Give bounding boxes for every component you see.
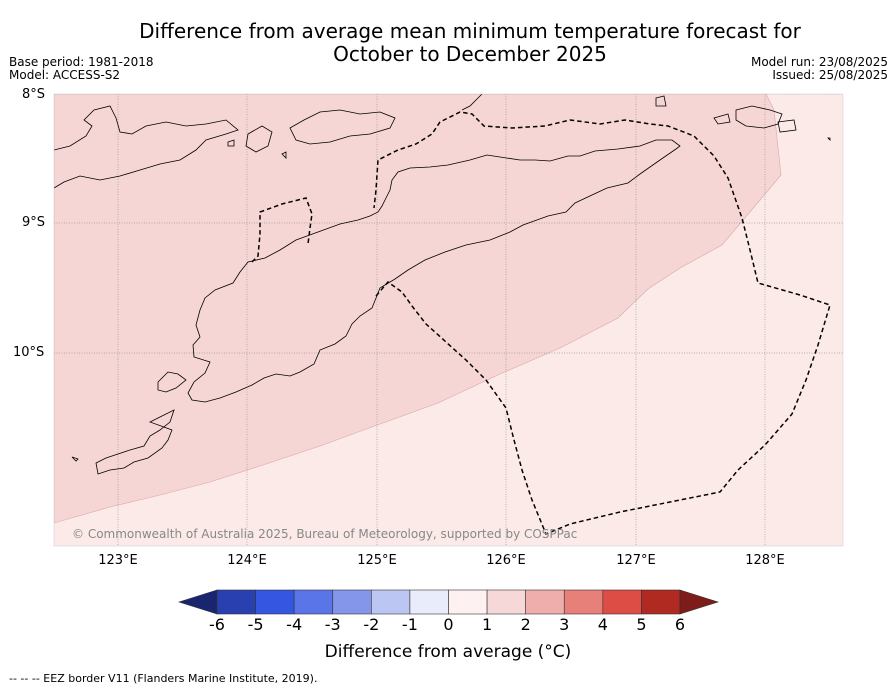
colorbar-tick-label: 3 bbox=[559, 615, 570, 634]
colorbar-tick-label: -4 bbox=[286, 615, 303, 634]
lat-label-8s: 8°S bbox=[22, 87, 46, 102]
colorbar-tick-label: -2 bbox=[363, 615, 380, 634]
colorbar-tick-label: 4 bbox=[597, 615, 608, 634]
colorbar-tick-label: -1 bbox=[401, 615, 418, 634]
map-frame bbox=[53, 93, 844, 547]
title-line-1: Difference from average mean minimum tem… bbox=[139, 19, 801, 43]
lat-label-9s: 9°S bbox=[22, 215, 46, 230]
model-name: Model: ACCESS-S2 bbox=[9, 68, 121, 82]
colorbar-arrow-low bbox=[178, 589, 218, 615]
coastlines bbox=[54, 94, 831, 475]
metadata-right: Model run: 23/08/2025 Issued: 25/08/2025 bbox=[751, 56, 888, 82]
colorbar-segment bbox=[641, 589, 681, 615]
wetar-island bbox=[461, 94, 483, 111]
islet-2 bbox=[281, 151, 287, 159]
colorbar-segment bbox=[332, 589, 372, 615]
eez-border-oecusse bbox=[251, 197, 313, 263]
colorbar-segment bbox=[293, 589, 334, 615]
issued-date: Issued: 25/08/2025 bbox=[772, 68, 888, 82]
colorbar-segment bbox=[371, 589, 411, 615]
timor-coastline bbox=[187, 139, 681, 403]
colorbar-segment bbox=[216, 589, 256, 615]
colorbar-tick-label: 1 bbox=[481, 615, 493, 634]
title-line-2: October to December 2025 bbox=[333, 42, 607, 66]
colorbar-segment bbox=[602, 589, 642, 615]
colorbar-segment bbox=[525, 589, 565, 615]
pantar-island bbox=[245, 125, 273, 153]
colorbar-label: Difference from average (°C) bbox=[324, 642, 572, 662]
roti-islet bbox=[71, 456, 79, 462]
lon-label-123e: 123°E bbox=[98, 553, 138, 568]
lon-label-128e: 128°E bbox=[745, 553, 785, 568]
colorbar-tick-label: -3 bbox=[324, 615, 341, 634]
eez-borders bbox=[251, 111, 831, 535]
lon-label-124e: 124°E bbox=[227, 553, 267, 568]
semau-island bbox=[157, 371, 187, 393]
islet-4 bbox=[713, 113, 731, 125]
colorbar bbox=[178, 589, 719, 615]
colorbar-tick-label: 0 bbox=[443, 615, 454, 634]
colorbar-tick-label: -5 bbox=[247, 615, 264, 634]
colorbar-segment bbox=[486, 589, 526, 615]
lon-label-127e: 127°E bbox=[616, 553, 656, 568]
colorbar-segment bbox=[409, 589, 449, 615]
base-period: Base period: 1981-2018 bbox=[9, 55, 154, 69]
colorbar-segment bbox=[563, 589, 604, 615]
metadata-left: Base period: 1981-2018 Model: ACCESS-S2 bbox=[9, 56, 154, 82]
lon-label-126e: 126°E bbox=[486, 553, 526, 568]
eez-footnote: -- -- -- EEZ border V11 (Flanders Marine… bbox=[9, 672, 318, 685]
lat-label-10s: 10°S bbox=[13, 345, 45, 360]
islet-1 bbox=[227, 139, 235, 147]
eez-border-east-timor bbox=[373, 111, 831, 535]
islet-6 bbox=[827, 137, 831, 141]
colorbar-segment bbox=[255, 589, 295, 615]
colorbar-tick-label: 2 bbox=[520, 615, 531, 634]
lon-label-125e: 125°E bbox=[357, 553, 397, 568]
colorbar-arrow-high bbox=[679, 589, 719, 615]
anomaly-zone-1-to-2 bbox=[54, 94, 782, 524]
colorbar-tick-label: -6 bbox=[209, 615, 225, 634]
colorbar-tick-label: 6 bbox=[674, 615, 686, 634]
alor-island bbox=[289, 109, 396, 145]
islet-5 bbox=[777, 119, 797, 133]
flores-coastline bbox=[54, 105, 239, 189]
roti-island bbox=[95, 409, 175, 475]
colorbar-tick-label: 5 bbox=[636, 615, 647, 634]
islet-3 bbox=[655, 95, 667, 107]
copyright-notice: © Commonwealth of Australia 2025, Bureau… bbox=[72, 527, 577, 541]
colorbar-segment bbox=[448, 589, 488, 615]
model-run: Model run: 23/08/2025 bbox=[750, 55, 888, 69]
chart-title: Difference from average mean minimum tem… bbox=[0, 20, 896, 66]
